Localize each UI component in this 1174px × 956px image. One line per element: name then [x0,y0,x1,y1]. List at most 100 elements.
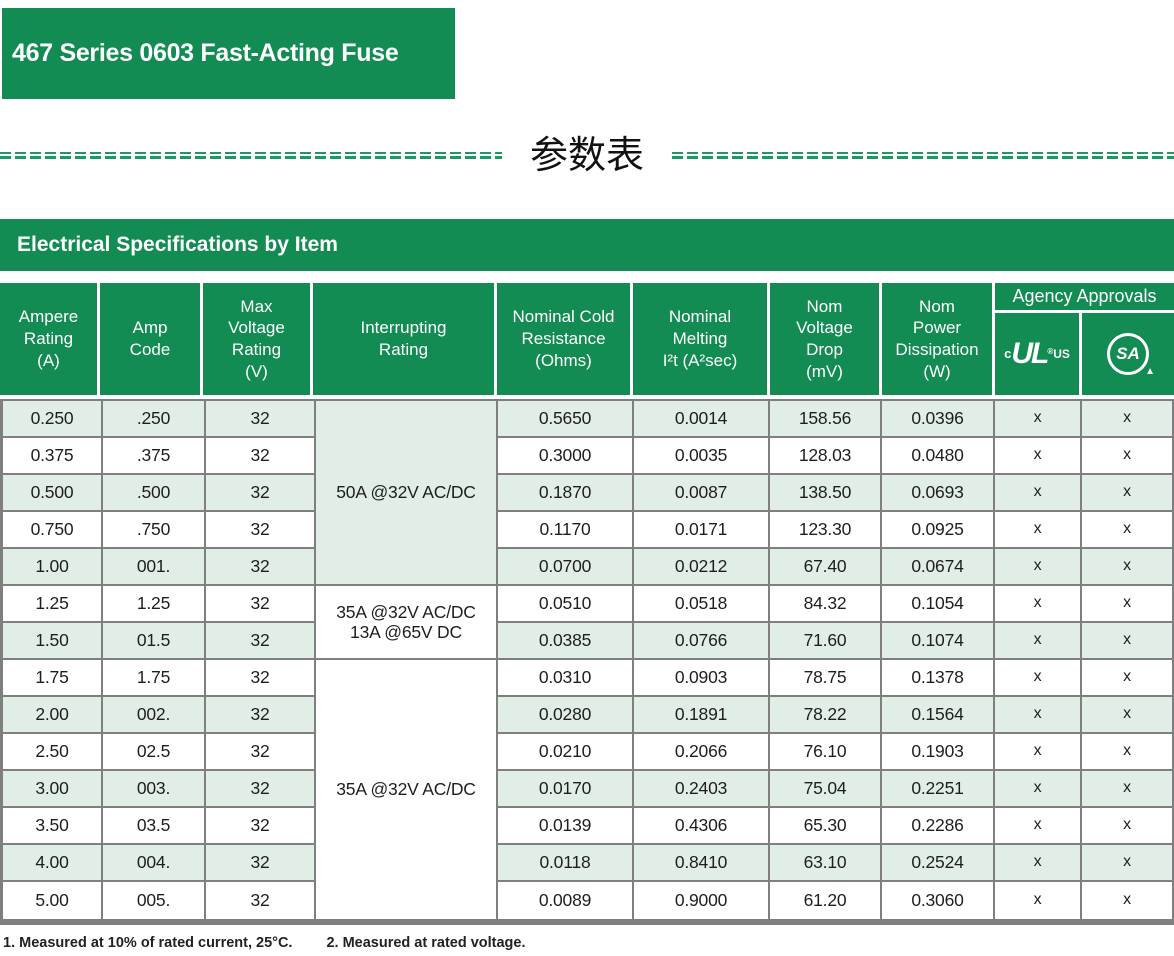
csa-approval-cell: x [1082,438,1172,475]
ul-approval-cell: x [995,401,1082,438]
voltage-drop-cell: 75.04 [770,771,882,808]
cULus-recognized-icon: c UL ® US [1004,337,1070,371]
power-dissipation-cell: 0.0480 [882,438,995,475]
voltage-drop-cell: 65.30 [770,808,882,845]
melting-i2t-cell: 0.0212 [634,549,770,586]
melting-i2t-cell: 0.0766 [634,623,770,660]
power-dissipation-cell: 0.2524 [882,845,995,882]
amp-code-cell: .750 [103,512,206,549]
voltage-drop-cell: 67.40 [770,549,882,586]
max-voltage-cell: 32 [206,623,316,660]
power-dissipation-cell: 0.0693 [882,475,995,512]
cold-resistance-cell: 0.0510 [498,586,634,623]
voltage-drop-cell: 71.60 [770,623,882,660]
series-title-banner: 467 Series 0603 Fast-Acting Fuse [2,8,455,99]
voltage-drop-cell: 138.50 [770,475,882,512]
amp-code-cell: 005. [103,882,206,919]
csa-approval-cell: x [1082,808,1172,845]
amp-code-cell: 01.5 [103,623,206,660]
power-dissipation-cell: 0.1054 [882,586,995,623]
csa-approval-cell: x [1082,845,1172,882]
column-header-max-voltage-rating: Max Voltage Rating (V) [203,283,313,395]
table-header: Agency Approvals c UL ® US SA ▲ Ampere Rati… [0,283,1174,395]
voltage-drop-cell: 61.20 [770,882,882,919]
table-title: Electrical Specifications by Item [17,233,338,256]
csa-approval-header-cell: SA ▲ [1082,313,1174,395]
cold-resistance-cell: 0.0280 [498,697,634,734]
column-header-nominal-melting-i2t: Nominal Melting I²t (A²sec) [633,283,770,395]
ampere-rating-cell: 0.375 [3,438,103,475]
ampere-rating-cell: 3.50 [3,808,103,845]
interrupting-rating-cell: 50A @32V AC/DC [316,401,498,586]
amp-code-cell: 004. [103,845,206,882]
power-dissipation-cell: 0.0925 [882,512,995,549]
column-header-interrupting-rating: Interrupting Rating [313,283,497,395]
csa-approval-cell: x [1082,660,1172,697]
max-voltage-cell: 32 [206,697,316,734]
cold-resistance-cell: 0.0210 [498,734,634,771]
ul-approval-cell: x [995,808,1082,845]
ampere-rating-cell: 2.00 [3,697,103,734]
max-voltage-cell: 32 [206,734,316,771]
amp-code-cell: .375 [103,438,206,475]
voltage-drop-cell: 76.10 [770,734,882,771]
amp-code-cell: .250 [103,401,206,438]
footnote-2: 2. Measured at rated voltage. [326,935,526,951]
voltage-drop-cell: 158.56 [770,401,882,438]
csa-approval-cell: x [1082,475,1172,512]
csa-certified-icon: SA ▲ [1107,333,1155,377]
ampere-rating-cell: 3.00 [3,771,103,808]
ampere-rating-cell: 4.00 [3,845,103,882]
interrupting-rating-cell: 35A @32V AC/DC [316,660,498,919]
max-voltage-cell: 32 [206,401,316,438]
column-header-ampere-rating: Ampere Rating (A) [0,283,100,395]
melting-i2t-cell: 0.2403 [634,771,770,808]
melting-i2t-cell: 0.0014 [634,401,770,438]
melting-i2t-cell: 0.0087 [634,475,770,512]
ul-approval-cell: x [995,771,1082,808]
footnotes: 1. Measured at 10% of rated current, 25°… [3,935,1174,951]
ampere-rating-cell: 1.50 [3,623,103,660]
ul-approval-cell: x [995,697,1082,734]
ampere-rating-cell: 2.50 [3,734,103,771]
ampere-rating-cell: 1.25 [3,586,103,623]
melting-i2t-cell: 0.1891 [634,697,770,734]
melting-i2t-cell: 0.0035 [634,438,770,475]
amp-code-cell: 001. [103,549,206,586]
ampere-rating-cell: 0.500 [3,475,103,512]
cold-resistance-cell: 0.0170 [498,771,634,808]
max-voltage-cell: 32 [206,845,316,882]
ampere-rating-cell: 1.75 [3,660,103,697]
agency-approvals-header: Agency Approvals [995,283,1174,313]
interrupting-rating-cell: 35A @32V AC/DC 13A @65V DC [316,586,498,660]
max-voltage-cell: 32 [206,586,316,623]
ul-approval-cell: x [995,660,1082,697]
right-dashed-rule [672,150,1174,161]
voltage-drop-cell: 78.22 [770,697,882,734]
ul-approval-cell: x [995,845,1082,882]
ampere-rating-cell: 0.250 [3,401,103,438]
ampere-rating-cell: 0.750 [3,512,103,549]
melting-i2t-cell: 0.0518 [634,586,770,623]
column-header-nom-power-dissipation: Nom Power Dissipation (W) [882,283,995,395]
max-voltage-cell: 32 [206,808,316,845]
ul-approval-cell: x [995,438,1082,475]
amp-code-cell: .500 [103,475,206,512]
csa-approval-cell: x [1082,401,1172,438]
csa-approval-cell: x [1082,882,1172,919]
csa-approval-cell: x [1082,697,1172,734]
csa-approval-cell: x [1082,549,1172,586]
max-voltage-cell: 32 [206,475,316,512]
power-dissipation-cell: 0.2286 [882,808,995,845]
ampere-rating-cell: 1.00 [3,549,103,586]
ampere-rating-cell: 5.00 [3,882,103,919]
voltage-drop-cell: 78.75 [770,660,882,697]
table-title-bar: Electrical Specifications by Item [0,219,1174,271]
cold-resistance-cell: 0.0089 [498,882,634,919]
cold-resistance-cell: 0.0385 [498,623,634,660]
cold-resistance-cell: 0.3000 [498,438,634,475]
cold-resistance-cell: 0.0310 [498,660,634,697]
voltage-drop-cell: 84.32 [770,586,882,623]
voltage-drop-cell: 128.03 [770,438,882,475]
melting-i2t-cell: 0.8410 [634,845,770,882]
